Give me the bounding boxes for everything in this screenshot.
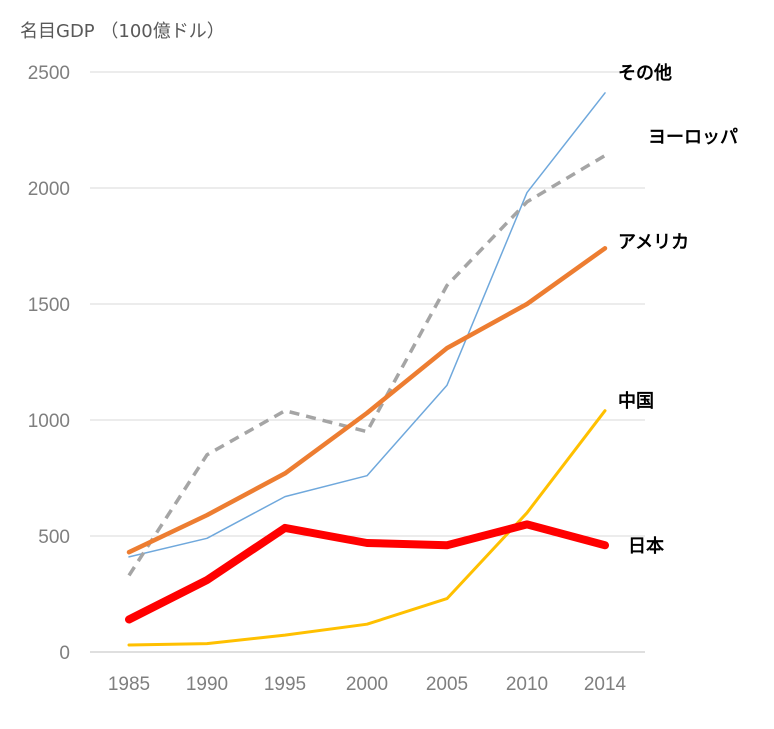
- y-tick-label: 1500: [28, 295, 70, 316]
- x-tick-label: 2010: [506, 674, 548, 695]
- series-label: 日本: [628, 535, 664, 557]
- x-tick-label: 2005: [426, 674, 468, 695]
- y-tick-label: 2500: [28, 63, 70, 84]
- y-tick-label: 1000: [28, 411, 70, 432]
- y-tick-label: 500: [38, 527, 70, 548]
- series-label: その他: [618, 62, 672, 84]
- y-tick-label: 2000: [28, 179, 70, 200]
- series-line-2: [127, 153, 606, 577]
- y-tick-label: 0: [59, 643, 70, 664]
- series-label: アメリカ: [618, 232, 689, 253]
- series-label: 中国: [618, 390, 654, 412]
- x-axis-ticks: 1985 1990 1995 2000 2005 2010 2014: [108, 674, 627, 695]
- x-tick-label: 1995: [264, 674, 306, 695]
- x-tick-label: 2000: [346, 674, 388, 695]
- series-line-1: [128, 92, 606, 558]
- gridlines: [90, 71, 645, 653]
- series-line-5: [125, 520, 609, 624]
- series-lines: [125, 92, 609, 647]
- x-tick-label: 1985: [108, 674, 150, 695]
- x-tick-label: 1990: [186, 674, 228, 695]
- series-label: ヨーロッパ: [648, 127, 738, 148]
- series-line-3: [126, 246, 608, 555]
- series-line-4: [127, 409, 607, 647]
- x-tick-label: 2014: [584, 674, 627, 695]
- chart-title: 名目GDP （100億ドル）: [20, 21, 225, 42]
- y-axis-ticks: 0 500 1000 1500 2000 2500: [28, 63, 70, 664]
